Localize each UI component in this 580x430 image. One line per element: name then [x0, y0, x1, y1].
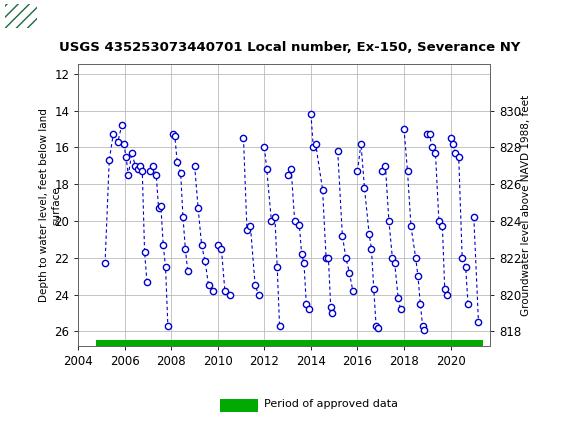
Bar — [220, 399, 258, 412]
Y-axis label: Groundwater level above NAVD 1988, feet: Groundwater level above NAVD 1988, feet — [521, 95, 531, 316]
Text: USGS 435253073440701 Local number, Ex-150, Severance NY: USGS 435253073440701 Local number, Ex-15… — [59, 41, 521, 54]
Bar — [5, 4, 37, 28]
Bar — [5, 4, 37, 28]
Text: Period of approved data: Period of approved data — [264, 399, 398, 409]
Text: USGS: USGS — [44, 7, 95, 25]
Y-axis label: Depth to water level, feet below land
surface: Depth to water level, feet below land su… — [39, 108, 61, 302]
